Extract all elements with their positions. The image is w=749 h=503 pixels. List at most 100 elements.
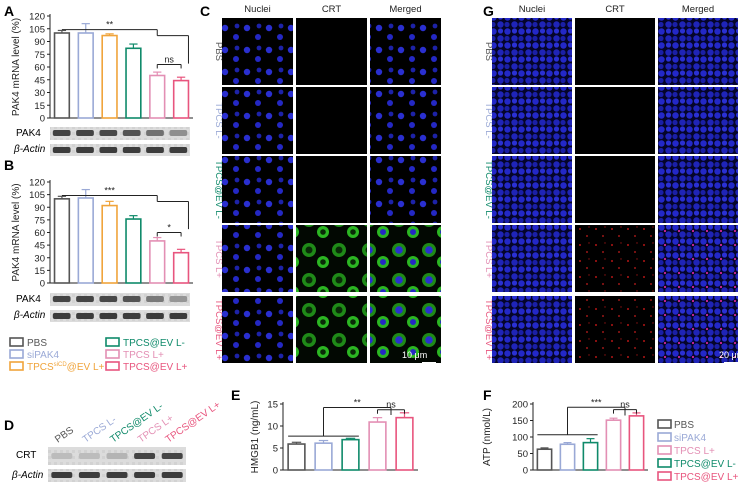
micrograph-grid-c: Nuclei CRT Merged PBS TPCS L- TPCS@EV L- TPCS … (213, 4, 441, 363)
micrograph-c-0-1 (296, 18, 367, 85)
micrograph-g-2-1 (575, 156, 655, 223)
band-actin-a-0 (52, 147, 71, 153)
band-actin-d-1 (78, 472, 100, 478)
micrograph-g-2-2 (658, 156, 738, 223)
significance-label: ** (354, 398, 362, 408)
row-label: TPCS@EV L+ (483, 299, 494, 361)
legend-ab-swatch-pbs (9, 337, 24, 347)
y-tick-label: 50 (517, 449, 528, 460)
micrograph-g-1-0 (492, 87, 572, 154)
micrograph-g-3-0 (492, 225, 572, 292)
bar-a-3 (125, 47, 142, 119)
chart-f: 0 50 100 150 200 ATP (nmol/L) *** ns (482, 397, 648, 477)
bar-b-2 (101, 204, 118, 284)
micrograph-c-3-2 (370, 225, 441, 292)
blot-b-band-actin (50, 310, 190, 322)
row-label: TPCS L+ (483, 239, 494, 278)
significance-label: * (167, 223, 171, 233)
micrograph-c-2-2 (370, 156, 441, 223)
column-header: Nuclei (244, 4, 270, 15)
y-tick-label: 100 (512, 433, 528, 444)
y-tick-label: 120 (29, 178, 45, 189)
scale-bar-g-label: 20 μm (719, 350, 744, 360)
y-tick-label: 10 (267, 422, 278, 433)
band-actin-d-3 (134, 472, 156, 478)
band-actin-a-2 (99, 147, 118, 153)
band-actin-b-4 (146, 313, 164, 319)
band-pak4-b-1 (76, 296, 94, 302)
y-tick-label: 0 (40, 279, 45, 290)
y-tick-label: 120 (29, 12, 45, 23)
legend-ab-label-tpcs-lplus: TPCS L+ (123, 350, 164, 361)
legend-ef-swatch-sipak4 (657, 432, 672, 442)
significance-label: ns (620, 400, 630, 410)
panel-letter-e: E (231, 387, 240, 403)
band-pak4-a-1 (76, 130, 94, 136)
bar-b-4 (149, 240, 166, 284)
legend-ab-label-tpcsev-lplus: TPCS@EV L+ (123, 362, 188, 373)
band-actin-a-4 (146, 147, 164, 153)
micrograph-c-1-1 (296, 87, 367, 154)
y-axis-label: PAK4 mRNA level (%) (11, 18, 22, 116)
micrograph-c-4-0 (222, 296, 293, 363)
band-pak4-b-2 (99, 296, 118, 302)
y-tick-label: 150 (512, 416, 528, 427)
significance-label: ns (164, 54, 174, 64)
legend-ef-label-tpcs-lplus: TPCS L+ (674, 446, 715, 457)
blot-d-label-actin: β-Actin (11, 470, 44, 481)
legend-ab-label-pbs: PBS (27, 338, 47, 349)
blot-a-band-pak4 (50, 127, 190, 140)
y-tick-label: 90 (34, 203, 45, 214)
legend-ab-label-tpcssicd: TPCSsiCD@EV L+ (27, 362, 105, 373)
bar-a-1 (77, 32, 94, 119)
bar-e-3 (368, 421, 387, 471)
micrograph-g-1-2 (658, 87, 738, 154)
micrograph-c-0-2 (370, 18, 441, 85)
bar-b-3 (125, 218, 142, 284)
band-crt-d-3 (134, 453, 156, 459)
y-tick-label: 0 (273, 466, 278, 477)
band-actin-b-2 (99, 313, 118, 319)
legend-ef-label-pbs: PBS (674, 420, 694, 431)
legend-ab-swatch-sipak4 (9, 349, 24, 359)
bar-a-2 (101, 34, 118, 119)
band-crt-d-1 (78, 453, 100, 459)
panel-letter-d: D (4, 417, 14, 433)
y-tick-label: 75 (34, 50, 45, 61)
significance-label: ns (386, 400, 396, 410)
band-pak4-a-3 (122, 130, 141, 136)
blot-b-label-pak4: PAK4 (16, 294, 41, 305)
micrograph-g-4-2 (658, 296, 738, 363)
column-header: CRT (605, 4, 625, 15)
y-tick-label: 15 (34, 101, 45, 112)
micrograph-c-0-0 (222, 18, 293, 85)
micrograph-g-3-1 (575, 225, 655, 292)
bar-f-3 (605, 419, 622, 471)
bar-e-1 (314, 442, 333, 471)
bar-a-4 (149, 74, 166, 119)
legend-ef-label-sipak4: siPAK4 (674, 433, 706, 444)
column-header: Merged (389, 4, 421, 15)
micrograph-c-3-1 (296, 225, 367, 292)
blot-d-label-crt: CRT (16, 450, 36, 461)
panel-letter-b: B (4, 157, 14, 173)
legend-ef: PBS siPAK4 TPCS L+ TPCS@EV L- TPCS@EV L+ (657, 419, 739, 483)
blot-a: PAK4 β-Actin (13, 127, 190, 156)
row-label: TPCS L+ (213, 239, 224, 278)
bar-b-1 (77, 197, 94, 284)
micrograph-g-4-1 (575, 296, 655, 363)
y-tick-label: 200 (512, 400, 528, 411)
micrograph-c-3-0 (222, 225, 293, 292)
band-pak4-b-5 (169, 296, 188, 302)
blot-d-lane-label: PBS (53, 425, 76, 446)
row-label: TPCS@EV L- (213, 160, 224, 219)
band-pak4-b-0 (52, 296, 71, 302)
bar-e-4 (395, 416, 414, 471)
scale-bar-g: 20 μm (719, 350, 744, 365)
row-label: TPCS@EV L+ (213, 299, 224, 361)
micrograph-c-1-0 (222, 87, 293, 154)
legend-ef-label-tpcsev-lplus: TPCS@EV L+ (674, 472, 739, 483)
y-tick-label: 5 (273, 444, 278, 455)
band-crt-d-4 (161, 453, 183, 459)
